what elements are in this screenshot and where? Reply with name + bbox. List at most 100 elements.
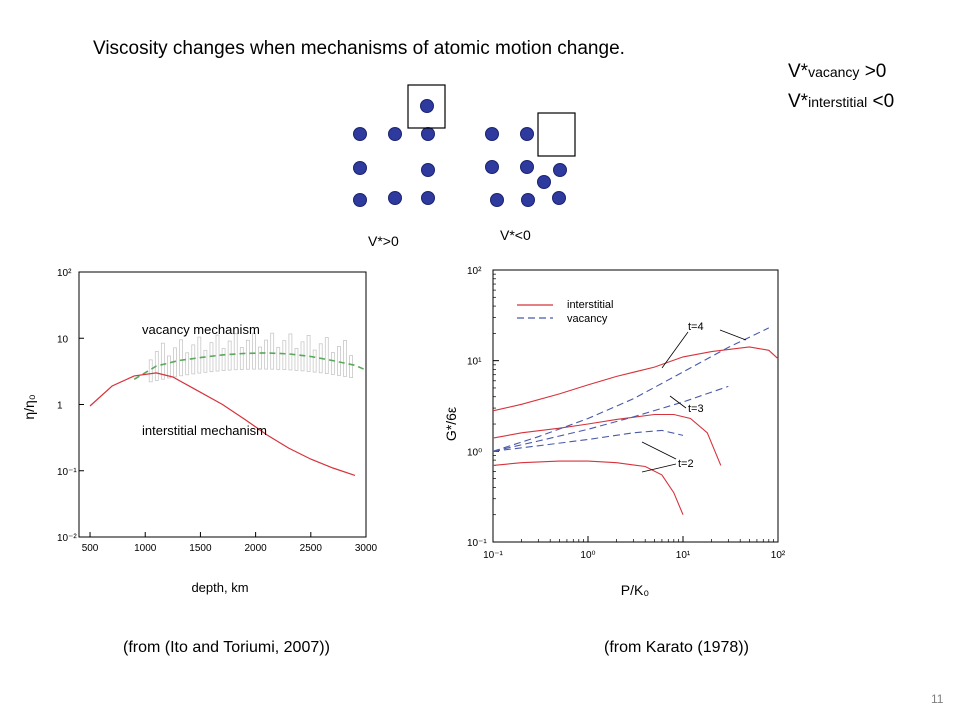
- vacancy-prefix: V*: [788, 61, 809, 82]
- right-annotations: t=4 t=3 t=2: [641, 321, 747, 473]
- vacancy-mechanism-label: vacancy mechanism: [142, 322, 260, 337]
- atom: [388, 191, 402, 205]
- right-x-axis-label: P/K₀: [621, 582, 650, 598]
- atom: [421, 127, 435, 141]
- right-y-ticks: 10⁻¹ 10⁰ 10¹ 10²: [467, 266, 499, 549]
- atom: [421, 191, 435, 205]
- hatch-mark: [227, 340, 232, 371]
- atom: [353, 127, 367, 141]
- vacancy-suffix: >0: [859, 61, 887, 82]
- interstitial-curve-t4: [492, 346, 779, 412]
- hatch-mark: [270, 332, 275, 370]
- vacancy-diagram-label: V*>0: [368, 233, 399, 249]
- t4-label: t=4: [688, 321, 704, 333]
- atom: [553, 163, 567, 177]
- vacancy-jump-box: [407, 84, 446, 129]
- right-x-tick-label: 10¹: [676, 550, 691, 561]
- t2-leader-a: [641, 441, 677, 460]
- left-x-ticks: 500 1000 1500 2000 2500 3000: [82, 532, 378, 554]
- right-x-ticks: 10⁻¹ 10⁰ 10¹ 10²: [483, 536, 786, 561]
- hatch-mark: [306, 335, 311, 372]
- vacancy-curve-t4: [492, 327, 770, 452]
- left-x-tick-label: 1500: [189, 543, 212, 554]
- interstitial-diagram-label: V*<0: [500, 227, 531, 243]
- left-y-tick-label: 10: [57, 334, 69, 345]
- right-y-tick-label: 10⁰: [467, 447, 482, 458]
- right-series: [492, 327, 779, 515]
- t2-label: t=2: [678, 458, 694, 470]
- vacancy-subscript: vacancy: [808, 64, 860, 80]
- hatch-mark: [185, 352, 190, 376]
- atom: [485, 160, 499, 174]
- right-legend: interstitial vacancy: [517, 299, 613, 325]
- t4-leader-a: [719, 329, 747, 341]
- atom: [420, 99, 434, 113]
- citation-ito-toriumi: (from (Ito and Toriumi, 2007)): [123, 639, 330, 656]
- right-x-tick-label: 10²: [771, 550, 786, 561]
- right-y-tick-label: 10⁻¹: [467, 538, 487, 549]
- right-y-tick-label: 10¹: [467, 357, 482, 368]
- atom-motion-diagram: V*>0 V*<0: [353, 84, 576, 249]
- right-plot-frame: [492, 269, 779, 543]
- hatch-mark: [233, 333, 238, 371]
- interstitial-curve-t3: [492, 413, 722, 466]
- atom: [521, 193, 535, 207]
- vacancy-lattice: [353, 99, 435, 207]
- hatch-mark: [179, 339, 184, 377]
- hatch-mark: [245, 339, 250, 370]
- legend-vacancy-label: vacancy: [567, 313, 608, 325]
- hatch-mark: [239, 347, 244, 370]
- interstitial-mechanism-label: interstitial mechanism: [142, 423, 267, 438]
- atom: [388, 127, 402, 141]
- hatch-mark: [282, 340, 287, 371]
- interstitial-prefix: V*: [788, 91, 809, 112]
- hatch-mark: [160, 342, 165, 380]
- left-y-tick-label: 1: [57, 401, 63, 412]
- vacancy-mechanism-curve: [133, 352, 367, 380]
- t2-leader-b: [641, 463, 677, 473]
- hatch-mark: [343, 340, 347, 377]
- right-y-tick-label: 10²: [467, 266, 482, 277]
- hatch-mark: [215, 334, 220, 372]
- left-y-axis-label: η/η₀: [21, 394, 37, 419]
- hatch-mark: [288, 333, 293, 371]
- viscosity-depth-chart: 10⁻² 10⁻¹ 1 10 10² 500 1000 1500 2000 2500 3000 v…: [21, 268, 378, 595]
- left-x-tick-label: 2500: [300, 543, 323, 554]
- interstitial-suffix: <0: [867, 91, 895, 112]
- hatch-mark: [312, 349, 317, 373]
- hatch-mark: [197, 336, 202, 374]
- interstitial-lattice: [485, 127, 567, 207]
- atom: [552, 191, 566, 205]
- t3-label: t=3: [688, 403, 704, 415]
- atom: [353, 161, 367, 175]
- hatch-mark: [203, 349, 208, 373]
- interstitial-activation-volume: V*interstitial <0: [788, 87, 894, 117]
- left-x-tick-label: 500: [82, 543, 99, 554]
- vacancy-curve-t2: [492, 429, 684, 452]
- interstitial-mechanism-curve: [89, 372, 356, 476]
- vacancy-curve-t3: [492, 385, 729, 452]
- left-y-tick-label: 10⁻²: [57, 533, 77, 544]
- left-x-axis-label: depth, km: [191, 580, 248, 595]
- hatch-mark: [264, 339, 269, 370]
- atom: [421, 163, 435, 177]
- left-x-tick-label: 3000: [355, 543, 378, 554]
- right-x-tick-label: 10⁰: [580, 550, 595, 561]
- t4-leader-b: [661, 331, 689, 369]
- atom: [537, 175, 551, 189]
- vacancy-activation-volume: V*vacancy >0: [788, 57, 894, 87]
- citation-karato: (from Karato (1978)): [604, 639, 749, 656]
- activation-energy-chart: 10⁻¹ 10⁰ 10¹ 10² 10⁻¹ 10⁰ 10¹ 10² interstitial…: [443, 266, 786, 598]
- hatch-mark: [167, 355, 171, 379]
- left-y-tick-label: 10⁻¹: [57, 467, 77, 478]
- t3-leader: [669, 395, 687, 409]
- hatch-mark: [148, 359, 153, 383]
- activation-volume-summary: V*vacancy >0 V*interstitial <0: [788, 57, 894, 117]
- atom: [490, 193, 504, 207]
- left-x-tick-label: 1000: [134, 543, 157, 554]
- hatch-mark: [221, 348, 226, 371]
- vacant-site-box: [537, 112, 576, 157]
- hatch-mark: [337, 346, 341, 376]
- left-y-tick-label: 10²: [57, 268, 72, 279]
- slide-title: Viscosity changes when mechanisms of ato…: [93, 38, 625, 59]
